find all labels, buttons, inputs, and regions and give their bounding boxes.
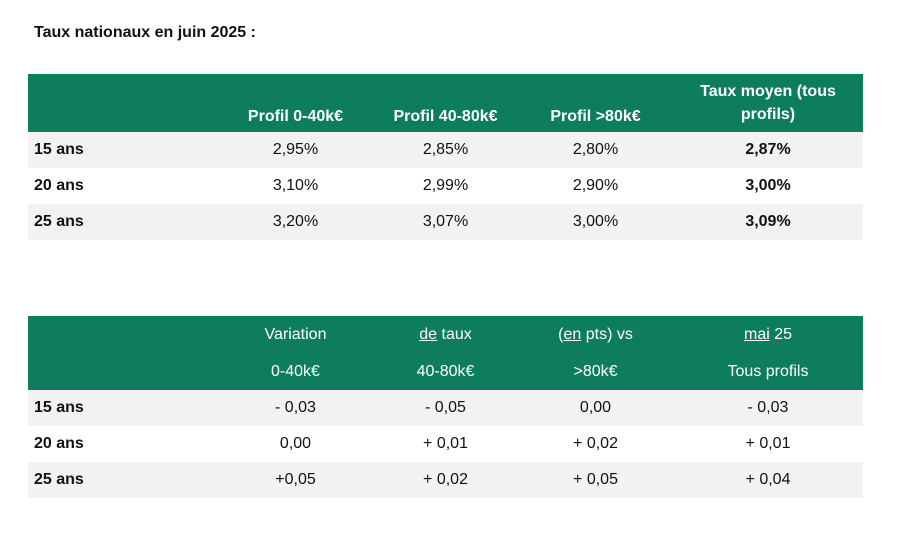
rate-cell: 2,99% (422, 177, 469, 194)
rate-cell: 3,00% (518, 204, 673, 240)
table-row: 20 ans 3,10% 2,99% 2,90% 3,00% (28, 168, 863, 204)
page-title: Taux nationaux en juin 2025 : (34, 24, 256, 41)
row-label: 25 ans (28, 462, 218, 498)
average-rate-cell: 3,00% (745, 177, 791, 194)
variation-cell: 0,00 (518, 390, 673, 426)
variation-table-header-row-1: Variation de taux (en pts) vs mai 25 (28, 316, 863, 354)
header-de-underlined: de (419, 326, 438, 343)
row-label: 15 ans (28, 390, 218, 426)
header-tous-profils: Tous profils (673, 354, 863, 390)
variation-table-header-row-2: 0-40k€ 40-80k€ >80k€ Tous profils (28, 354, 863, 390)
row-label: 20 ans (34, 177, 84, 194)
average-rate-cell: 3,09% (673, 204, 863, 240)
table-row: 25 ans 3,20% 3,07% 3,00% 3,09% (28, 204, 863, 240)
rates-table: Profil 0-40k€ Profil 40-80k€ Profil >80k… (28, 74, 863, 240)
variation-cell: + 0,04 (673, 462, 863, 498)
header-cell-empty (28, 316, 218, 354)
header-variation: Variation (218, 316, 373, 354)
header-cell-empty (28, 74, 218, 132)
variation-cell: - 0,03 (218, 390, 373, 426)
header-mai-underlined: mai (743, 326, 770, 343)
header-pts-vs-text: pts) vs (581, 326, 633, 343)
variation-cell: - 0,03 (673, 390, 863, 426)
variation-cell: + 0,01 (745, 435, 791, 452)
rate-cell: 2,90% (572, 177, 619, 194)
variation-cell: + 0,02 (373, 462, 518, 498)
header-paren-open: ( (558, 326, 564, 343)
header-40-80k: 40-80k€ (373, 354, 518, 390)
table-row: 15 ans - 0,03 - 0,05 0,00 - 0,03 (28, 390, 863, 426)
header-taux-text: taux (437, 326, 472, 343)
rate-cell: 2,85% (373, 132, 518, 168)
table-row: 15 ans 2,95% 2,85% 2,80% 2,87% (28, 132, 863, 168)
header-mai-25: mai 25 (673, 316, 863, 354)
variation-table: Variation de taux (en pts) vs mai 25 0-4… (28, 316, 863, 498)
row-label: 25 ans (28, 204, 218, 240)
rate-cell: 2,95% (218, 132, 373, 168)
table-row: 20 ans 0,00 + 0,01 + 0,02 + 0,01 (28, 426, 863, 462)
header-profil-0-40k: Profil 0-40k€ (218, 74, 373, 132)
variation-cell: +0,05 (218, 462, 373, 498)
rates-table-header: Profil 0-40k€ Profil 40-80k€ Profil >80k… (28, 74, 863, 132)
header-taux-moyen: Taux moyen (tous profils) (673, 74, 863, 132)
variation-cell: + 0,05 (518, 462, 673, 498)
average-rate-cell: 2,87% (673, 132, 863, 168)
header-cell-empty (28, 354, 218, 390)
header-de-taux: de taux (373, 316, 518, 354)
row-label: 15 ans (28, 132, 218, 168)
rate-cell: 3,20% (218, 204, 373, 240)
rate-cell: 3,10% (272, 177, 319, 194)
variation-cell: 0,00 (279, 435, 312, 452)
header-0-40k: 0-40k€ (218, 354, 373, 390)
header-en-underlined: en (563, 326, 582, 343)
rate-cell: 2,80% (518, 132, 673, 168)
table-row: 25 ans +0,05 + 0,02 + 0,05 + 0,04 (28, 462, 863, 498)
variation-cell: + 0,01 (423, 435, 468, 452)
header-profil-40-80k: Profil 40-80k€ (373, 74, 518, 132)
header-en-pts-vs: (en pts) vs (518, 316, 673, 354)
header-80k-plus: >80k€ (518, 354, 673, 390)
variation-cell: - 0,05 (373, 390, 518, 426)
rate-cell: 3,07% (373, 204, 518, 240)
variation-cell: + 0,02 (573, 435, 618, 452)
row-label: 20 ans (34, 435, 84, 452)
header-25-text: 25 (769, 326, 793, 343)
header-profil-80k-plus: Profil >80k€ (518, 74, 673, 132)
